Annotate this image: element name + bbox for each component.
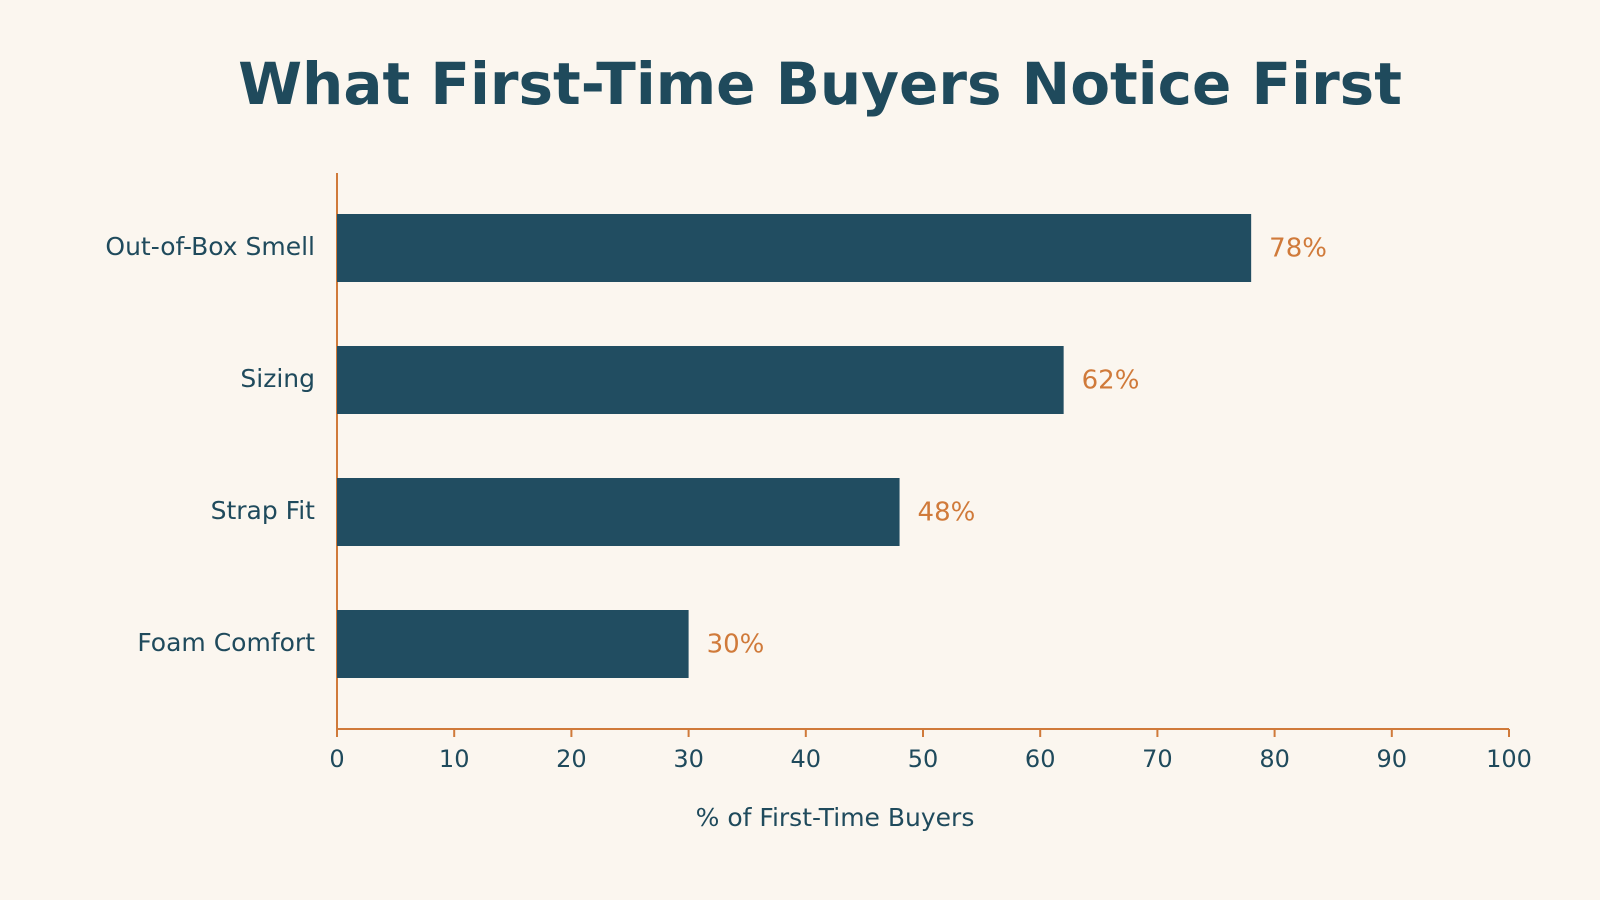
x-tick-label: 40 [791,745,822,773]
x-tick-label: 50 [908,745,939,773]
x-axis-title: % of First-Time Buyers [696,803,975,832]
y-tick-label: Sizing [240,364,315,393]
bar [337,346,1064,414]
x-tick-label: 30 [673,745,704,773]
x-tick-label: 80 [1259,745,1290,773]
x-tick-label: 0 [329,745,344,773]
x-tick-label: 100 [1486,745,1532,773]
bar [337,478,900,546]
y-tick-label: Strap Fit [211,496,316,525]
data-label: 62% [1082,366,1140,396]
x-tick-label: 90 [1377,745,1408,773]
y-tick-label: Out-of-Box Smell [105,232,315,261]
x-tick-label: 70 [1142,745,1173,773]
x-tick-label: 20 [556,745,587,773]
x-tick-label: 60 [1025,745,1056,773]
bar [337,214,1252,282]
data-label: 30% [707,630,765,660]
y-tick-label: Foam Comfort [137,628,315,657]
data-label: 48% [918,498,976,528]
x-tick-label: 10 [439,745,470,773]
bar [337,610,689,678]
data-label: 78% [1269,234,1327,264]
chart-title: What First-Time Buyers Notice First [238,50,1402,118]
